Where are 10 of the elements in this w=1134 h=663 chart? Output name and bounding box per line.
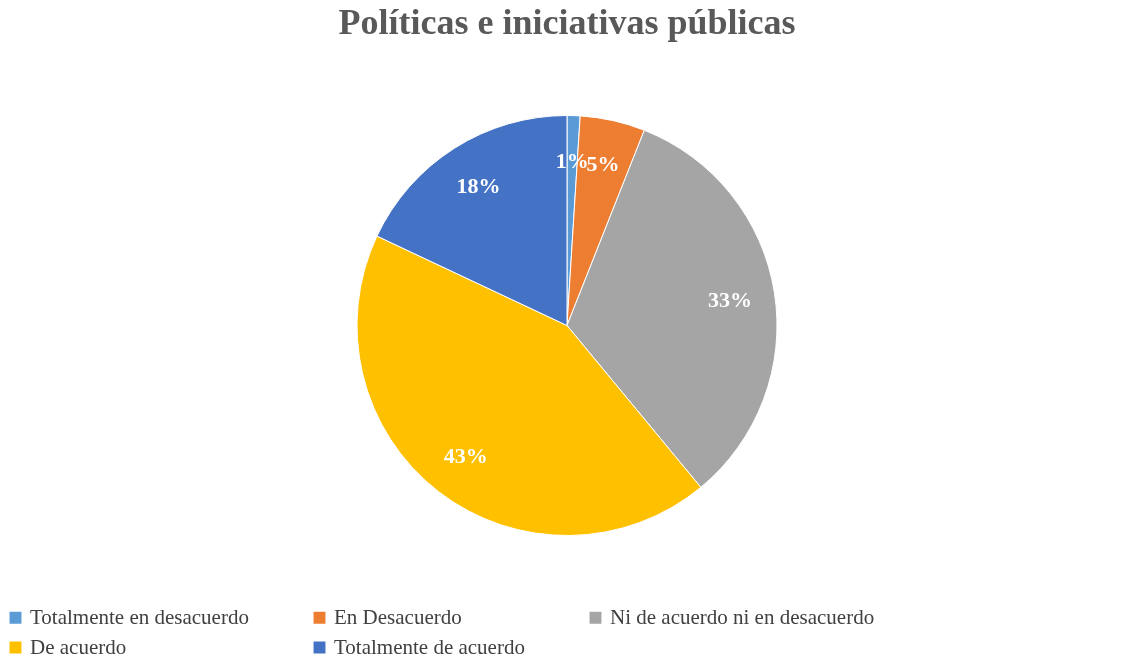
- data-label: 18%: [456, 173, 501, 199]
- legend-label: De acuerdo: [30, 634, 127, 659]
- legend-label: Totalmente de acuerdo: [334, 634, 525, 659]
- legend-label: Ni de acuerdo ni en desacuerdo: [610, 604, 875, 629]
- legend-label: Totalmente en desacuerdo: [30, 604, 249, 629]
- data-label: 43%: [443, 442, 488, 468]
- data-label: 33%: [707, 286, 752, 312]
- data-label: 5%: [586, 151, 620, 177]
- chart-title: Políticas e iniciativas públicas: [338, 2, 796, 42]
- legend-label: En Desacuerdo: [334, 604, 462, 629]
